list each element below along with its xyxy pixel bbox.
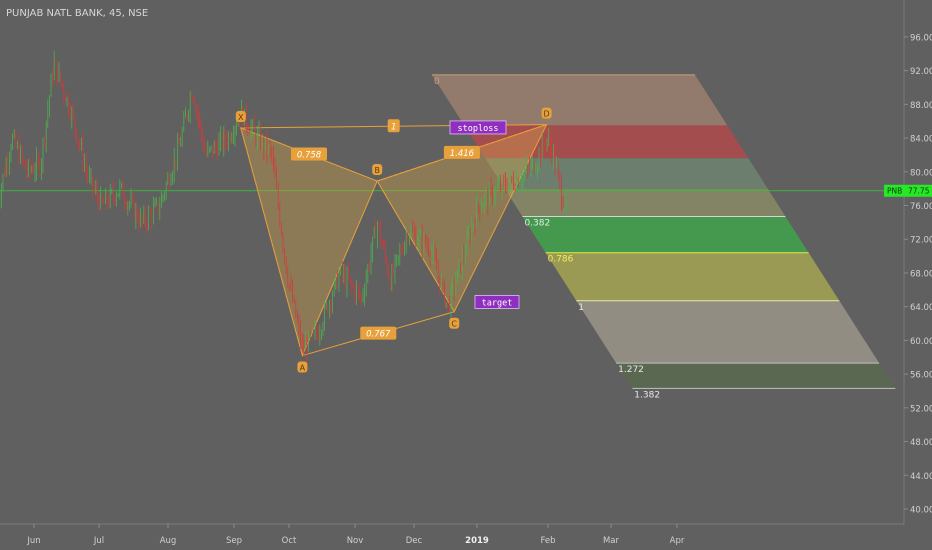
fib-level-label: 0.382: [524, 218, 550, 228]
pattern-point-badge: [449, 317, 460, 329]
y-tick-label: 72.00: [910, 236, 932, 246]
y-tick-label: 68.00: [910, 269, 932, 279]
pattern-point-badge: [297, 361, 308, 373]
fib-level-label: 1: [578, 303, 584, 313]
x-tick-label: Apr: [670, 536, 685, 546]
ratio-badge: [291, 147, 327, 161]
fib-zone-1: [464, 125, 749, 159]
ratio-badge: [443, 145, 480, 159]
price-badge-value: 77.75: [908, 187, 930, 196]
y-tick-label: 40.00: [910, 505, 932, 515]
pattern-point-label: C: [451, 320, 457, 329]
fib-zone-4: [522, 216, 809, 253]
y-tick-label: 96.00: [910, 33, 932, 43]
fib-zone-7: [616, 363, 896, 389]
x-tick-label: Aug: [160, 536, 177, 546]
fib-zone-5: [545, 252, 840, 301]
ratio-label: 1: [391, 122, 396, 132]
pattern-point-label: A: [300, 364, 306, 373]
ratio-label: 0.767: [366, 330, 391, 340]
x-tick-label: 2019: [465, 536, 489, 546]
x-tick-label: Nov: [347, 536, 364, 546]
y-tick-label: 76.00: [910, 202, 932, 212]
y-tick-label: 84.00: [910, 135, 932, 145]
pattern-point-label: B: [374, 166, 380, 175]
y-tick-label: 48.00: [910, 438, 932, 448]
x-tick-label: Jun: [26, 536, 40, 546]
tag-label: target: [482, 298, 513, 308]
pattern-point-badge: [541, 107, 552, 119]
y-tick-label: 88.00: [910, 101, 932, 111]
fib-level-label: 1.382: [634, 390, 660, 400]
ratio-label: 0.758: [297, 150, 322, 160]
y-tick-label: 60.00: [910, 337, 932, 347]
fib-zone-3: [504, 188, 786, 217]
fib-zone-2: [485, 158, 768, 189]
pattern-point-label: D: [544, 110, 550, 119]
y-tick-label: 64.00: [910, 303, 932, 313]
fib-zone-6: [576, 300, 880, 364]
y-tick-label: 44.00: [910, 472, 932, 482]
y-tick-label: 56.00: [910, 371, 932, 381]
pattern-point-badge: [372, 164, 383, 176]
fib-level-label: 1.272: [618, 365, 644, 375]
x-tick-label: Jul: [93, 536, 104, 546]
y-tick-label: 80.00: [910, 168, 932, 178]
fib-level-label: 0.786: [548, 255, 574, 265]
tag-stoploss: [449, 120, 507, 135]
pattern-triangle-xab: [240, 127, 378, 358]
x-tick-label: Dec: [406, 536, 423, 546]
price-badge-symbol: PNB: [887, 187, 902, 196]
x-tick-label: Mar: [603, 536, 620, 546]
y-tick-label: 92.00: [910, 67, 932, 77]
x-tick-label: Sep: [226, 536, 242, 546]
price-badge: [884, 184, 932, 197]
x-tick-label: Oct: [282, 536, 297, 546]
fib-level-label: 0: [434, 77, 440, 87]
ratio-badge: [360, 326, 397, 340]
y-tick-label: 52.00: [910, 404, 932, 414]
ratio-badge: [387, 119, 400, 133]
fib-zone-0: [432, 74, 728, 126]
x-tick-label: Feb: [540, 536, 555, 546]
tag-target: [474, 295, 520, 309]
pattern-point-label: X: [238, 113, 244, 122]
ratio-label: 1.416: [450, 149, 475, 159]
chart-title: PUNJAB NATL BANK, 45, NSE: [6, 8, 149, 19]
tag-label: stoploss: [458, 124, 499, 134]
pattern-point-badge: [235, 110, 246, 122]
